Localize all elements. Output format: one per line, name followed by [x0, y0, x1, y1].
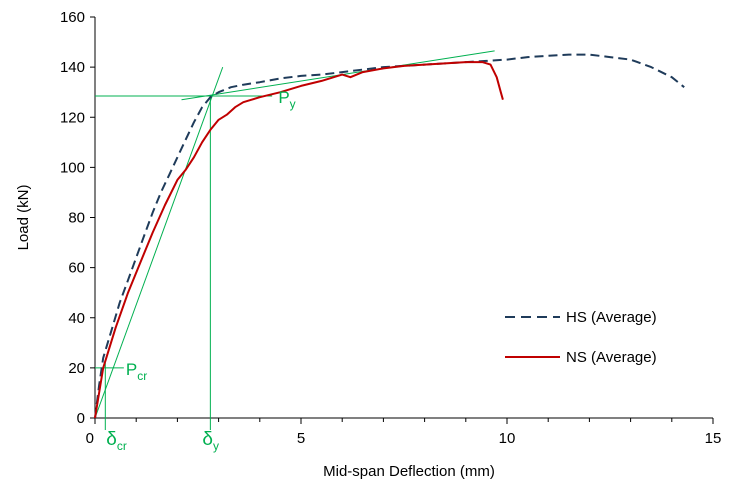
yield-deflection-symbol: δ	[202, 429, 213, 450]
legend-label-ns-average: NS (Average)	[566, 349, 657, 366]
x-tick-label: 5	[297, 430, 305, 447]
y-tick-label: 20	[68, 360, 85, 377]
x-tick-label: 0	[86, 430, 94, 447]
yield-load-symbol: P	[278, 88, 289, 107]
axes: 0 20 40 60 80 100 120 140 160 0 5 10 15 Mid-span Defl…	[15, 9, 721, 480]
y-tick-label: 140	[60, 59, 85, 76]
x-tick-label: 10	[499, 430, 516, 447]
legend-label-hs-average: HS (Average)	[566, 309, 657, 326]
cracking-load-subscript: cr	[137, 369, 147, 383]
cracking-deflection-label: δcr	[106, 429, 127, 453]
yield-load-label: Py	[278, 88, 295, 111]
y-tick-label: 80	[68, 210, 85, 227]
series-line-hs-average	[94, 53, 685, 419]
cracking-load-label: Pcr	[126, 360, 147, 383]
yield-load-subscript: y	[290, 97, 296, 111]
cracking-deflection-subscript: cr	[117, 439, 127, 453]
y-axis-title: Load (kN)	[15, 185, 32, 251]
yield-deflection-subscript: y	[213, 439, 219, 453]
y-tick-label: 160	[60, 9, 85, 26]
y-tick-label: 120	[60, 109, 85, 126]
cracking-deflection-symbol: δ	[106, 429, 117, 450]
y-tick-label: 0	[77, 410, 85, 427]
yield-deflection-label: δy	[202, 429, 219, 453]
y-tick-label: 40	[68, 310, 85, 327]
legend: HS (Average) NS (Average)	[505, 309, 657, 366]
x-axis-title: Mid-span Deflection (mm)	[323, 463, 495, 480]
series-lines	[94, 53, 685, 419]
cracking-load-symbol: P	[126, 360, 137, 379]
y-tick-label: 60	[68, 260, 85, 277]
elastic-stiffness-line	[94, 66, 224, 419]
y-tick-label: 100	[60, 159, 85, 176]
x-tick-label: 15	[705, 430, 722, 447]
series-line-ns-average	[94, 61, 504, 419]
